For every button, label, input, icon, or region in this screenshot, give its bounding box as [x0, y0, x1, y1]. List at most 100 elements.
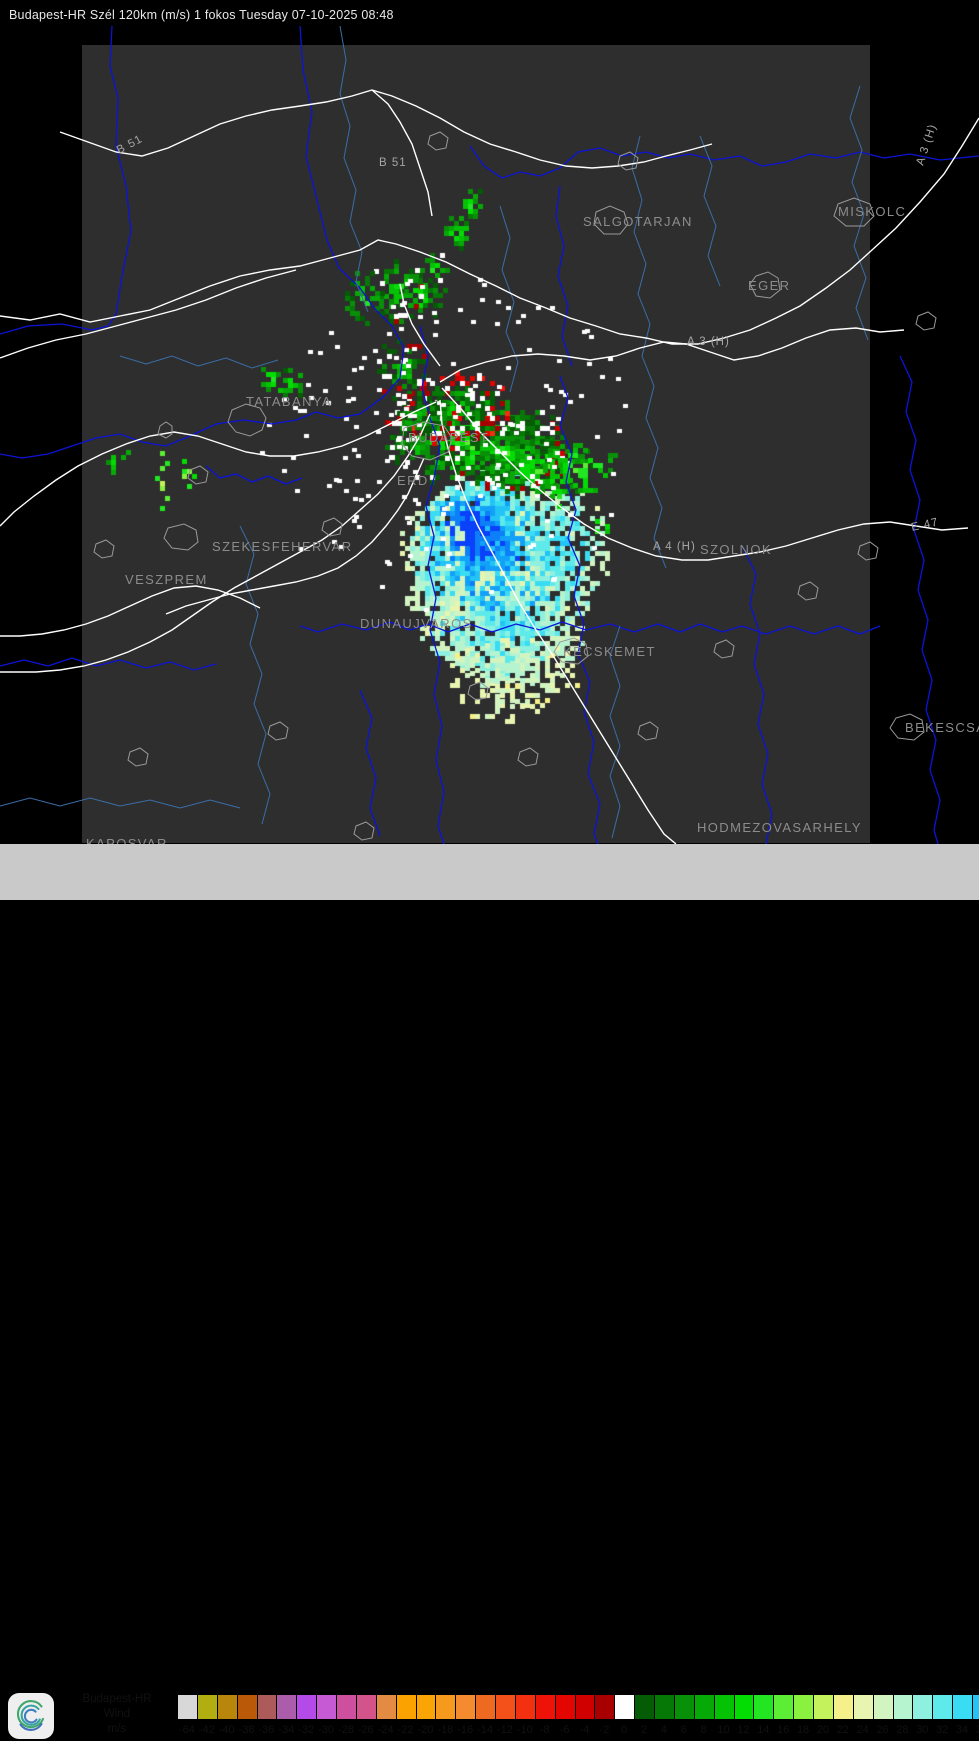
legend-swatch [395, 1694, 416, 1720]
legend-tick: 34 [955, 1724, 969, 1736]
legend-tick: 28 [896, 1724, 909, 1736]
legend-swatch [673, 1694, 694, 1720]
legend-color-swatches [177, 1694, 979, 1720]
legend-tick: -26 [357, 1724, 374, 1736]
road-label: A 4 (H) [653, 541, 696, 553]
spiral-swirl-logo-icon [8, 1693, 54, 1739]
legend-tick: -12 [496, 1724, 513, 1736]
legend-swatch [554, 1694, 575, 1720]
legend-swatch [952, 1694, 972, 1720]
legend-swatch [355, 1694, 376, 1720]
legend-tick: -42 [198, 1724, 215, 1736]
legend-swatch [693, 1694, 714, 1720]
legend-swatch [713, 1694, 734, 1720]
legend-swatch [813, 1694, 833, 1720]
legend-swatch [236, 1694, 257, 1720]
legend-swatch [256, 1694, 277, 1720]
road-label: A 3 (H) [687, 336, 730, 348]
legend-swatch [296, 1694, 317, 1720]
city-label: SZEKESFEHERVAR [212, 539, 353, 554]
road-label: A 3 (H) [914, 123, 939, 167]
legend-tick: -18 [437, 1724, 454, 1736]
legend-line-2: Wind [103, 1708, 131, 1720]
legend-tick: 6 [680, 1724, 687, 1736]
legend-swatch [852, 1694, 873, 1720]
legend-tick: -22 [397, 1724, 414, 1736]
river-minor-group [0, 26, 869, 839]
city-label: EGER [748, 278, 790, 293]
city-label: SALGOTARJAN [583, 214, 693, 229]
road-label: B 51 [379, 157, 407, 169]
legend-swatch [495, 1694, 515, 1720]
city-label: DUNAUJVAROS [360, 616, 473, 631]
city-label: BUDAPEST [408, 430, 489, 445]
legend-swatch [196, 1694, 217, 1720]
legend-swatch [514, 1694, 535, 1720]
legend-tick: -10 [516, 1724, 533, 1736]
legend-tick: 36 [975, 1724, 979, 1736]
legend-swatch [912, 1694, 933, 1720]
city-label: ERD [397, 473, 429, 488]
legend-swatch [634, 1694, 654, 1720]
legend-tick: -38 [238, 1724, 255, 1736]
legend-tick: 16 [777, 1724, 790, 1736]
legend-swatch [654, 1694, 674, 1720]
legend-tick: -34 [278, 1724, 295, 1736]
legend-swatch [455, 1694, 476, 1720]
legend-tick: 10 [717, 1724, 730, 1736]
legend-tick: 4 [660, 1724, 667, 1736]
legend-tick: -64 [178, 1724, 195, 1736]
legend-swatch [832, 1694, 853, 1720]
city-label: KECSKEMET [563, 644, 656, 659]
legend-tick: -40 [218, 1724, 235, 1736]
legend-tick: -8 [539, 1724, 550, 1736]
radar-echo-layer [0, 26, 979, 844]
legend-tick: -14 [477, 1724, 494, 1736]
legend-tick: 12 [737, 1724, 750, 1736]
city-label-group: SALGOTARJAN MISKOLC EGER TATABANYA BUDAP… [86, 204, 979, 844]
legend-tick: 22 [836, 1724, 849, 1736]
legend-tick: -4 [579, 1724, 590, 1736]
legend-tick: 2 [641, 1724, 648, 1736]
legend-swatch [614, 1694, 635, 1720]
legend-tick: 26 [876, 1724, 889, 1736]
road-label: E 47 [910, 516, 940, 533]
legend-tick: 32 [936, 1724, 949, 1736]
legend-tick: -6 [559, 1724, 570, 1736]
legend-swatch [415, 1694, 436, 1720]
legend-swatch [753, 1694, 774, 1720]
legend-swatch [276, 1694, 297, 1720]
legend-tick: 8 [700, 1724, 707, 1736]
legend-tick: -16 [457, 1724, 474, 1736]
legend-swatch [932, 1694, 953, 1720]
road-label-group: B 51 B 51 A 3 (H) A 3 (H) A 4 (H) E 47 [115, 123, 940, 553]
radar-map[interactable]: SALGOTARJAN MISKOLC EGER TATABANYA BUDAP… [0, 26, 979, 844]
legend-tick: 30 [916, 1724, 929, 1736]
legend-tick: -36 [258, 1724, 275, 1736]
legend-swatch [435, 1694, 456, 1720]
legend-swatch [336, 1694, 356, 1720]
page-title: Budapest-HR Szél 120km (m/s) 1 fokos Tue… [9, 8, 394, 22]
legend-swatch [574, 1694, 595, 1720]
legend-tick: -2 [599, 1724, 610, 1736]
legend-swatch [972, 1694, 979, 1720]
town-outline-group [93, 131, 937, 841]
city-label: BEKESCSABA [905, 720, 979, 735]
legend-swatch [793, 1694, 813, 1720]
legend-line-3: m/s [107, 1723, 127, 1735]
geography-layer: SALGOTARJAN MISKOLC EGER TATABANYA BUDAP… [0, 26, 979, 844]
legend-swatch [872, 1694, 893, 1720]
legend-line-1: Budapest-HR [82, 1693, 152, 1705]
legend-swatch [177, 1694, 197, 1720]
legend-tick: -32 [298, 1724, 315, 1736]
river-major-group [0, 26, 979, 844]
legend-tick: -24 [377, 1724, 394, 1736]
legend-swatch [892, 1694, 913, 1720]
legend-swatch [594, 1694, 615, 1720]
legend-swatch [733, 1694, 754, 1720]
legend-swatch [534, 1694, 555, 1720]
city-label: TATABANYA [246, 394, 332, 409]
legend-swatch [375, 1694, 396, 1720]
legend-tick: 14 [757, 1724, 770, 1736]
legend-tick: 0 [621, 1724, 628, 1736]
